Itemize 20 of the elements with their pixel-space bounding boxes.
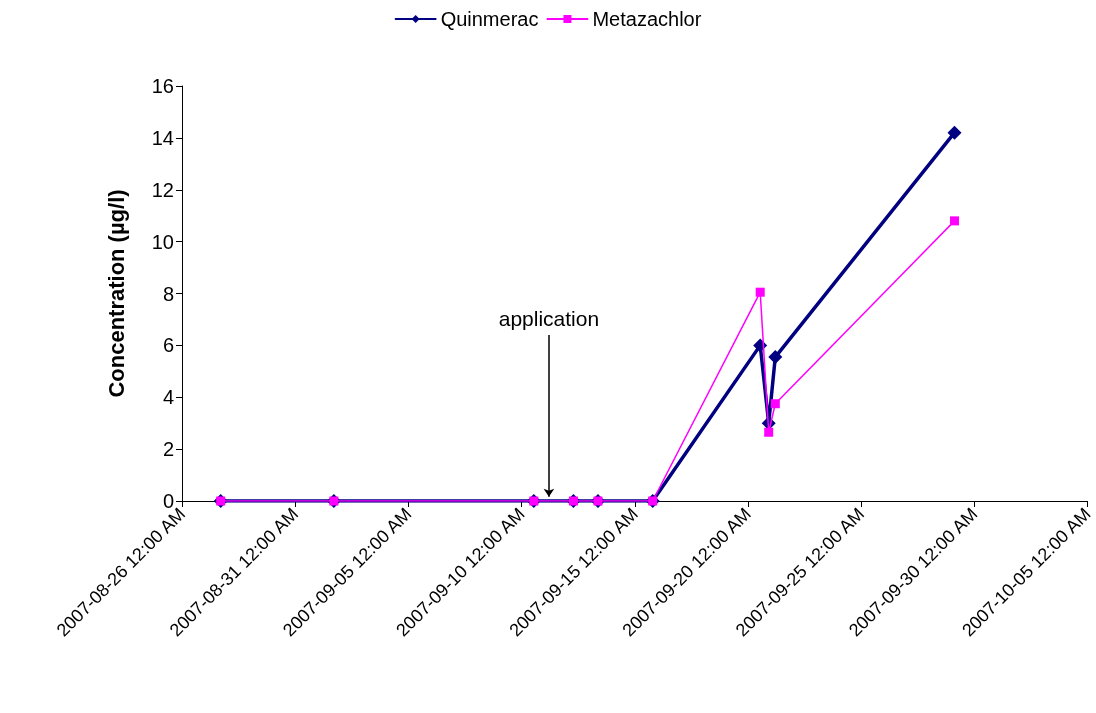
- point: [770, 399, 780, 409]
- legend-label: Quinmerac: [440, 8, 539, 30]
- point: [764, 427, 774, 437]
- y-tick-label: 4: [162, 386, 174, 409]
- y-tick-label: 12: [151, 178, 174, 201]
- legend-label: Metazachlor: [592, 8, 702, 30]
- point: [947, 125, 962, 140]
- y-tick-label: 10: [151, 230, 174, 253]
- y-tick-label: 14: [151, 126, 174, 149]
- point: [950, 216, 960, 226]
- y-tick-label: 16: [151, 75, 174, 97]
- point: [753, 338, 768, 353]
- annotation: application: [498, 307, 600, 330]
- y-tick-label: 0: [162, 490, 174, 512]
- point: [755, 287, 765, 297]
- y-axis-title: Concentration (µg/l): [103, 189, 129, 398]
- y-tick-label: 6: [162, 334, 174, 357]
- y-tick-label: 2: [162, 438, 174, 461]
- y-tick-label: 8: [162, 282, 174, 305]
- point: [768, 350, 783, 365]
